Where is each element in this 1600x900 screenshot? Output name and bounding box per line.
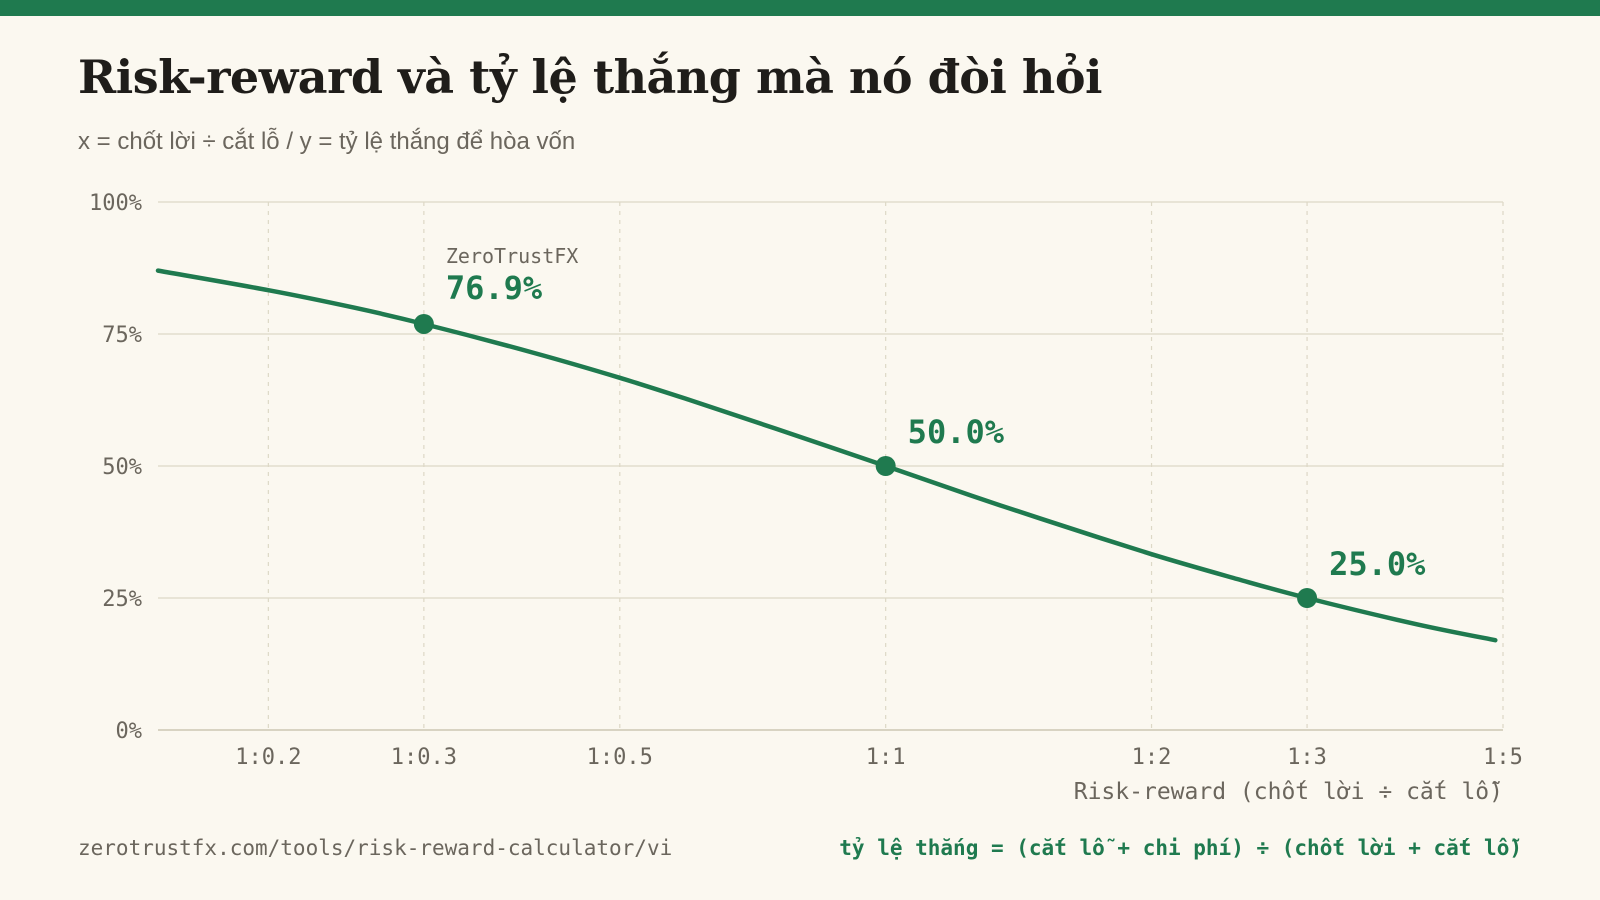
breakeven-winrate-line <box>155 268 1498 643</box>
x-tick-label: 1:1 <box>866 745 906 770</box>
axis-layer: 0% 25% 50% 75% 100% 1:0.2 1:0.3 1:0.5 1:1 1:2 1:3 1… <box>89 191 1523 770</box>
grid-layer <box>158 201 1504 731</box>
x-tick-label: 1:0.5 <box>587 745 653 770</box>
top-accent-bar <box>0 0 1600 16</box>
y-tick-label: 100% <box>89 191 142 216</box>
y-tick-label: 25% <box>102 587 142 612</box>
footer-url: zerotrustfx.com/tools/risk-reward-calcul… <box>78 836 673 860</box>
highlight-value-label: 50.0% <box>908 413 1005 451</box>
chart-subtitle: x = chốt lời ÷ cắt lỗ / y = tỷ lệ thắng … <box>78 128 576 155</box>
highlight-value-label: 25.0% <box>1329 545 1426 583</box>
y-tick-label: 0% <box>116 719 143 744</box>
x-tick-label: 1:5 <box>1483 745 1523 770</box>
footer-formula: tỷ lệ thắng = (cắt lỗ + chi phí) ÷ (chốt… <box>839 836 1522 860</box>
highlight-value-label: 76.9% <box>446 269 543 307</box>
x-tick-label: 1:3 <box>1287 745 1327 770</box>
highlight-caption: ZeroTrustFX <box>446 244 578 268</box>
series-layer <box>155 268 1498 643</box>
x-axis-title: Risk-reward (chốt lời ÷ cắt lỗ) <box>1074 779 1503 805</box>
y-tick-label: 50% <box>102 455 142 480</box>
chart-title: Risk-reward và tỷ lệ thắng mà nó đòi hỏi <box>78 50 1103 104</box>
x-tick-label: 1:0.3 <box>391 745 457 770</box>
highlight-layer: 76.9%ZeroTrustFX 50.0% 25.0% <box>413 244 1426 608</box>
x-tick-label: 1:2 <box>1132 745 1172 770</box>
y-tick-label: 75% <box>102 323 142 348</box>
highlight-point <box>413 313 434 334</box>
highlight-point <box>875 456 896 476</box>
x-tick-label: 1:0.2 <box>235 745 301 770</box>
highlight-point <box>1297 588 1318 608</box>
